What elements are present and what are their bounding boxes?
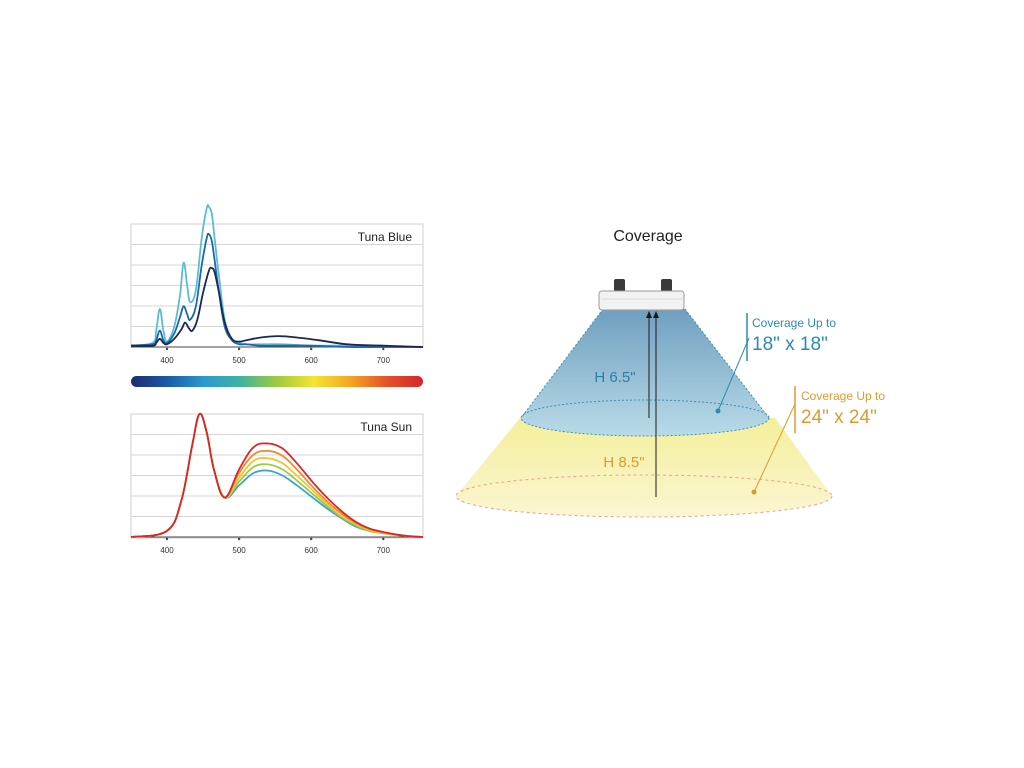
coverage-diagram: Coverage H 6.5" H 8.5" Coverage Up to 18…	[455, 228, 885, 518]
x-ticks: 400 500 600 700	[160, 537, 391, 555]
large-coverage-cone	[456, 418, 832, 517]
arrowhead-small	[646, 311, 652, 318]
x-tick-label: 500	[232, 546, 246, 555]
x-tick-label: 400	[160, 356, 174, 365]
coverage-title: Coverage	[613, 228, 682, 245]
x-tick-label: 700	[377, 546, 391, 555]
series-line	[130, 266, 424, 348]
large-coverage-ellipse	[455, 474, 833, 518]
cone-edge-left	[520, 308, 604, 419]
x-ticks: 400 500 600 700	[160, 347, 391, 365]
series-line	[130, 412, 424, 538]
height-small-label: H 6.5"	[594, 369, 635, 386]
x-tick-mark	[310, 537, 313, 541]
x-tick-mark	[237, 347, 241, 351]
tuna-sun-chart: Tuna Sun 400 500 600 700	[130, 412, 424, 555]
x-tick-label: 400	[160, 546, 174, 555]
small-coverage-ellipse	[520, 399, 770, 437]
callout-line-large	[753, 403, 796, 493]
x-tick-mark	[382, 537, 385, 541]
series-line	[130, 232, 423, 348]
coverage-small-line1: Coverage Up to	[752, 316, 836, 330]
height-large-label: H 8.5"	[603, 454, 644, 471]
x-tick-label: 700	[377, 356, 391, 365]
chart-title: Tuna Blue	[358, 230, 413, 244]
callout-dot-large	[751, 489, 757, 495]
x-tick-mark	[382, 347, 385, 351]
coverage-large-line1: Coverage Up to	[801, 389, 885, 403]
series-line	[130, 204, 424, 348]
coverage-large-line2: 24" x 24"	[801, 407, 877, 428]
spectrum-bar	[131, 376, 423, 387]
coverage-small-line2: 18" x 18"	[752, 334, 828, 355]
callout-line-small	[717, 337, 750, 412]
x-tick-mark	[310, 347, 313, 351]
gridlines	[131, 434, 423, 538]
small-coverage-cone	[521, 309, 769, 436]
light-fixture-icon	[598, 279, 685, 311]
x-tick-mark	[165, 347, 169, 351]
callout-dot-small	[715, 408, 721, 414]
x-tick-label: 500	[232, 356, 246, 365]
series-group	[130, 412, 424, 538]
x-tick-label: 600	[305, 356, 319, 365]
arrowhead-large	[653, 311, 659, 318]
chart-title: Tuna Sun	[360, 420, 412, 434]
tuna-blue-chart: Tuna Blue 400 500 600 700	[130, 204, 424, 365]
x-tick-mark	[165, 537, 169, 541]
x-tick-mark	[237, 537, 241, 541]
series-group	[130, 204, 424, 348]
cone-edge-right	[684, 308, 770, 419]
x-tick-label: 600	[305, 546, 319, 555]
